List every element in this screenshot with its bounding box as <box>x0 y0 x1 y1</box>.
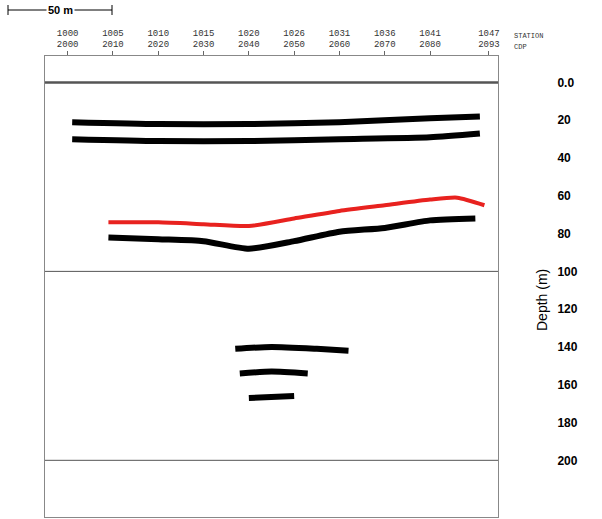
svg-text:Depth (m): Depth (m) <box>534 269 550 331</box>
svg-text:50 m: 50 m <box>48 4 73 16</box>
svg-text:10152030: 10152030 <box>193 29 215 51</box>
svg-text:120: 120 <box>557 302 577 316</box>
svg-text:10102020: 10102020 <box>147 29 169 51</box>
svg-text:180: 180 <box>557 416 577 430</box>
svg-text:10362070: 10362070 <box>374 29 396 51</box>
svg-text:10202040: 10202040 <box>238 29 260 51</box>
svg-text:10052010: 10052010 <box>102 29 124 51</box>
svg-text:200: 200 <box>557 454 577 468</box>
svg-text:STATION: STATION <box>514 32 543 40</box>
svg-text:60: 60 <box>557 189 571 203</box>
svg-text:20: 20 <box>557 113 571 127</box>
svg-text:40: 40 <box>557 151 571 165</box>
svg-text:CDP: CDP <box>514 43 527 51</box>
svg-text:10412080: 10412080 <box>419 29 441 51</box>
svg-text:160: 160 <box>557 378 577 392</box>
svg-text:10002000: 10002000 <box>57 29 79 51</box>
svg-text:10262050: 10262050 <box>283 29 305 51</box>
svg-text:140: 140 <box>557 340 577 354</box>
svg-text:80: 80 <box>557 227 571 241</box>
svg-text:10312060: 10312060 <box>329 29 351 51</box>
svg-text:0.0: 0.0 <box>557 76 574 90</box>
svg-text:100: 100 <box>557 265 577 279</box>
svg-text:10472093: 10472093 <box>478 29 500 51</box>
